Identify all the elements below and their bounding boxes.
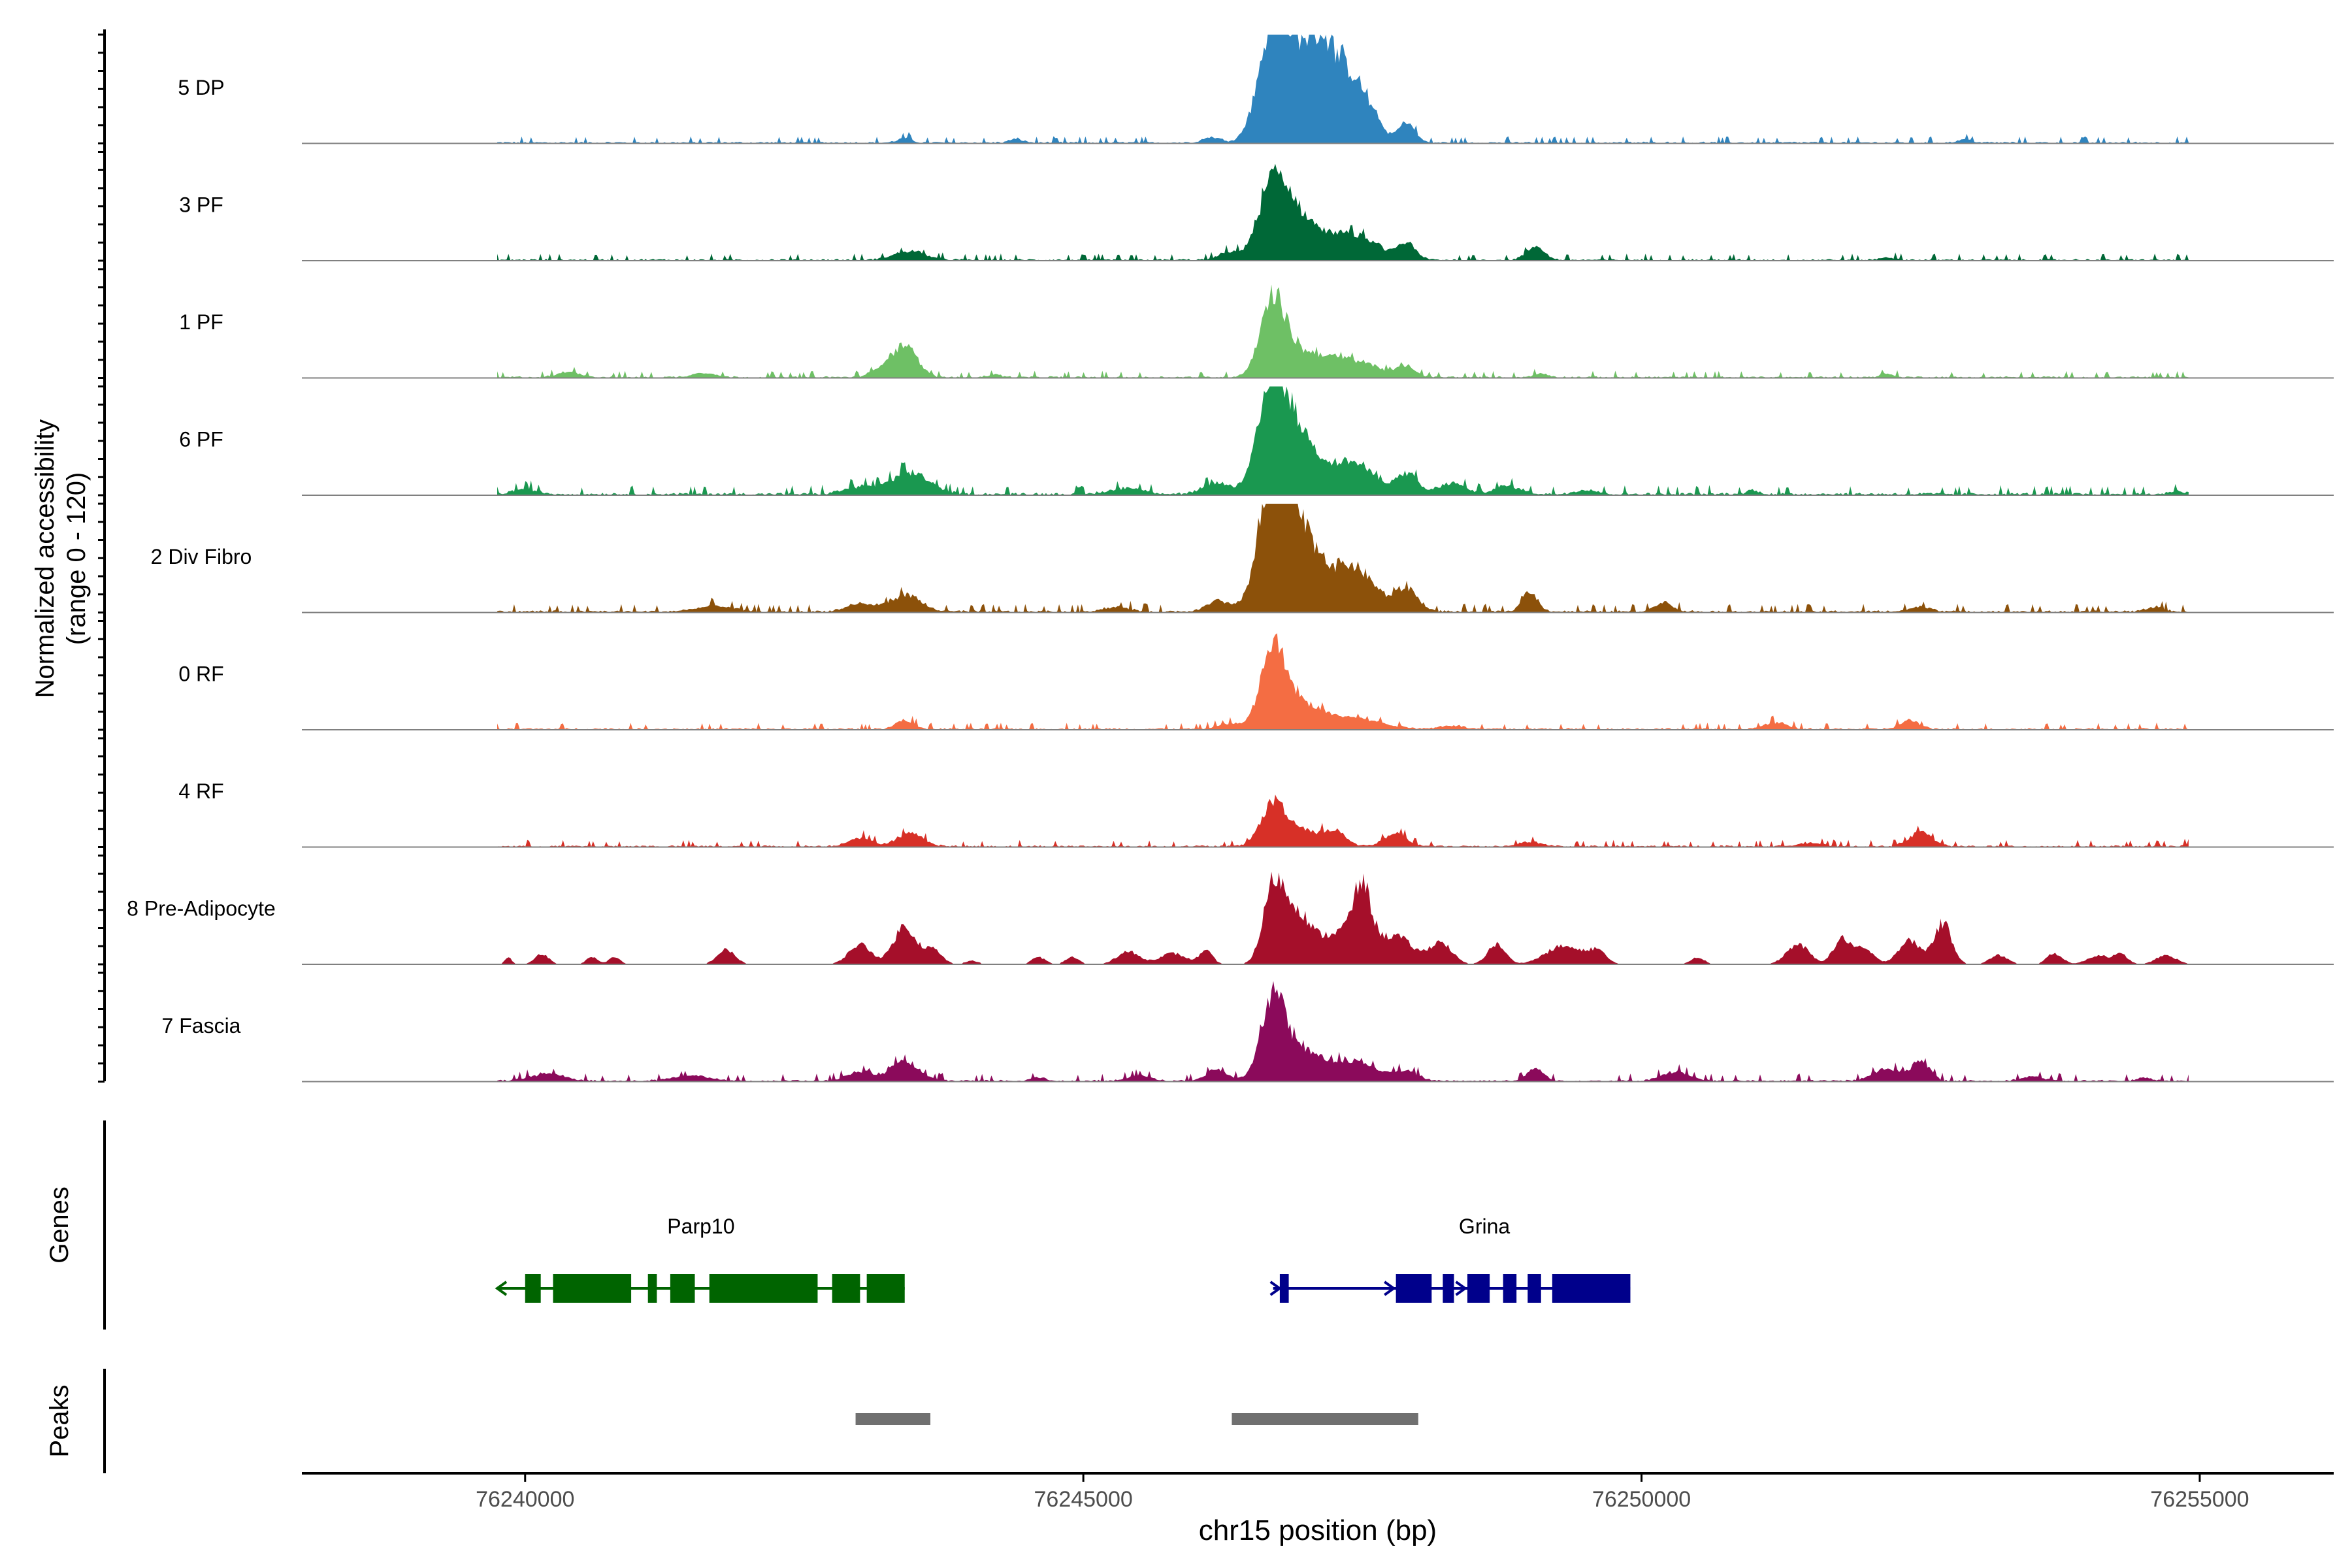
x-axis-tick-label: 76240000: [476, 1487, 574, 1512]
gene-parp10-label: Parp10: [667, 1215, 734, 1238]
track-2: 3 PF: [179, 163, 2334, 261]
coverage-tracks: 5 DP 3 PF 1 PF 6 PF 2 Div Fibro 0 RF 4 RF 8 Pre…: [127, 35, 2334, 1083]
peak-region-2: [1232, 1413, 1418, 1425]
gene-grina-exon: [1552, 1274, 1631, 1303]
track-1-label: 5 DP: [178, 76, 224, 99]
x-axis-ticks: 76240000 76245000 76250000 76255000: [476, 1473, 2249, 1512]
gene-parp10: Parp10: [495, 1215, 905, 1303]
track-3-signal-area: [497, 284, 2189, 378]
gene-grina-strand-arrow-icon: [1455, 1281, 1468, 1296]
track-5: 2 Div Fibro: [151, 504, 2334, 613]
track-4-label: 6 PF: [179, 428, 223, 451]
gene-grina-strand-arrow-icon: [1384, 1281, 1396, 1296]
peak-region-1: [855, 1413, 931, 1425]
track-2-signal-area: [497, 163, 2189, 261]
track-5-label: 2 Div Fibro: [151, 545, 252, 568]
track-3-label: 1 PF: [179, 310, 223, 334]
coverage-y-axis-ticks: [98, 33, 105, 1083]
track-1: 5 DP: [178, 35, 2334, 144]
genes-panel-label: Genes: [45, 1186, 74, 1264]
track-7-signal-area: [497, 794, 2189, 847]
gene-parp10-exon: [670, 1274, 695, 1303]
gene-grina-exon: [1527, 1274, 1541, 1303]
gene-parp10-exon: [709, 1274, 818, 1303]
x-axis-label: chr15 position (bp): [1199, 1514, 1437, 1546]
y-axis-label-line1: Normalized accessibility: [31, 419, 59, 698]
y-axis-label-line2: (range 0 - 120): [62, 472, 91, 645]
track-6: 0 RF: [178, 633, 2334, 730]
track-6-label: 0 RF: [178, 662, 223, 686]
track-7-label: 4 RF: [178, 779, 223, 803]
track-7: 4 RF: [178, 779, 2334, 848]
gene-grina-exon: [1396, 1274, 1432, 1303]
gene-parp10-strand-arrow-icon: [495, 1281, 508, 1296]
gene-grina-strand-arrow-icon: [1269, 1281, 1282, 1296]
gene-grina-exon: [1467, 1274, 1490, 1303]
track-5-signal-area: [497, 504, 2189, 613]
x-axis-tick-label: 76245000: [1034, 1487, 1133, 1512]
gene-parp10-exon: [647, 1274, 657, 1303]
x-axis-tick-label: 76250000: [1592, 1487, 1691, 1512]
peaks-panel: [855, 1413, 1418, 1425]
track-4-signal-area: [497, 386, 2189, 495]
track-3: 1 PF: [179, 284, 2334, 379]
track-8-signal-area: [497, 872, 2189, 964]
gene-parp10-exon: [525, 1274, 541, 1303]
gene-parp10-exon: [553, 1274, 632, 1303]
track-9-label: 7 Fascia: [162, 1014, 241, 1037]
peaks-panel-label: Peaks: [45, 1384, 74, 1457]
gene-grina-exon: [1503, 1274, 1517, 1303]
gene-grina-label: Grina: [1459, 1215, 1510, 1238]
track-1-signal-area: [497, 35, 2189, 144]
x-axis-tick-label: 76255000: [2150, 1487, 2249, 1512]
gene-parp10-exon: [832, 1274, 860, 1303]
gene-parp10-exon: [866, 1274, 905, 1303]
genes-panel: Parp10 Grina: [495, 1215, 1631, 1303]
gene-grina: Grina: [1269, 1215, 1631, 1303]
gene-grina-exon: [1279, 1274, 1289, 1303]
track-2-label: 3 PF: [179, 193, 223, 217]
track-8: 8 Pre-Adipocyte: [127, 872, 2334, 965]
track-4: 6 PF: [179, 386, 2334, 496]
gene-grina-exon: [1443, 1274, 1454, 1303]
track-8-label: 8 Pre-Adipocyte: [127, 897, 276, 921]
track-9: 7 Fascia: [162, 981, 2334, 1083]
